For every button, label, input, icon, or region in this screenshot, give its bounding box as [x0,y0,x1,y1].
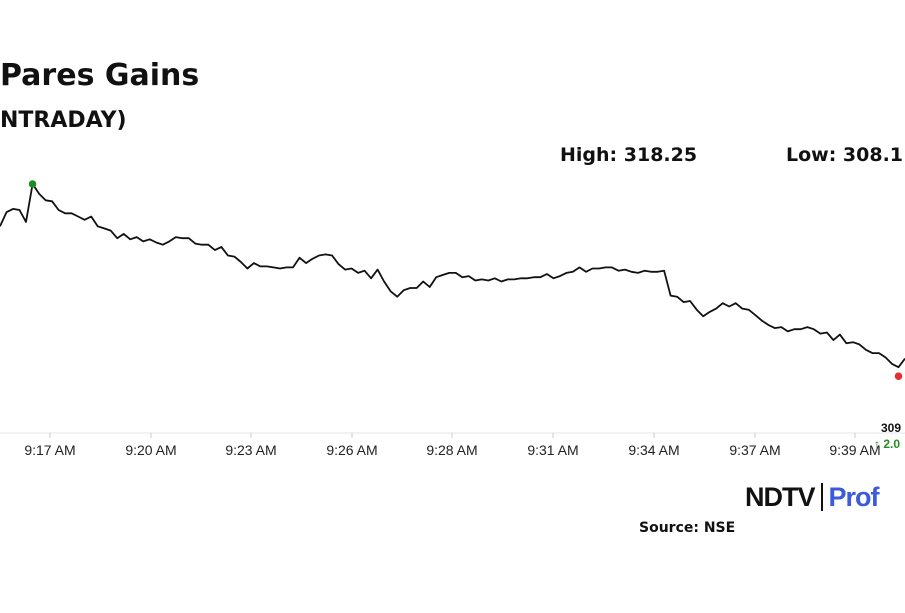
high-value-label: High: 318.25 [560,144,698,166]
x-axis-ticks: 9:17 AM 9:20 AM 9:23 AM 9:26 AM 9:28 AM 9:31 … [24,433,881,458]
chart-title: Pares Gains [0,58,200,93]
ndtv-profit-logo: NDTV Prof [745,482,880,513]
x-tick-label: 9:28 AM [426,442,477,458]
end-change-label: ↑ 2.0 [874,437,900,451]
x-tick-label: 9:31 AM [527,442,578,458]
low-point-marker [894,372,903,380]
logo-divider [820,483,823,511]
x-tick-label: 9:20 AM [125,442,176,458]
logo-ndtv-text: NDTV [745,482,815,512]
high-point-marker [28,180,37,188]
logo-profit-text: Prof [828,482,880,512]
x-tick-label: 9:34 AM [628,442,679,458]
x-tick-label: 9:39 AM [829,442,880,458]
price-series-line [0,183,905,369]
x-tick-label: 9:26 AM [326,442,377,458]
x-tick-label: 9:23 AM [225,442,276,458]
chart-subtitle: NTRADAY) [0,108,127,133]
low-value-label: Low: 308.1 [786,144,904,166]
end-value-label: 309 [881,421,901,435]
x-tick-label: 9:37 AM [729,442,780,458]
x-tick-label: 9:17 AM [24,442,75,458]
source-note: Source: NSE [639,520,736,536]
